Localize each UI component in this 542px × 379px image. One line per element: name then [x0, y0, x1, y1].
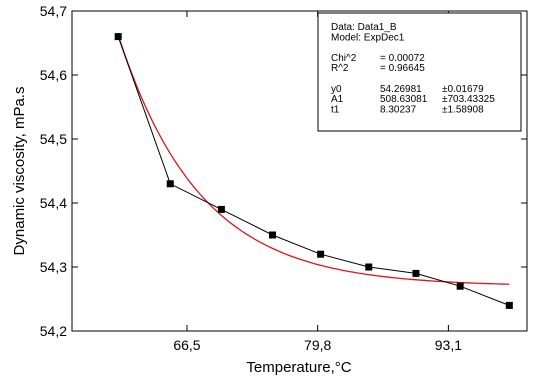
data-point	[365, 263, 373, 271]
annotation-text: 508.63081	[380, 94, 428, 105]
annotation-text: y0	[331, 84, 342, 95]
y-tick-label: 54,3	[40, 259, 67, 275]
axis-ticks: 54,2 54,3 54,4 54,5 54,6 54,7 66,5 79,8 93,1	[40, 3, 527, 353]
annotation-text: = 0.96645	[380, 63, 425, 74]
y-tick-label: 54,4	[40, 195, 67, 211]
x-tick-label: 66,5	[173, 337, 200, 353]
data-point	[456, 282, 464, 290]
data-point	[268, 231, 276, 239]
annotation-text: A1	[331, 94, 344, 105]
data-series-layer	[114, 33, 513, 309]
y-axis-label: Dynamic viscosity, mPa.s	[11, 87, 28, 256]
y-tick-label: 54,6	[40, 67, 67, 83]
y-tick-label: 54,5	[40, 131, 67, 147]
data-point	[317, 250, 325, 258]
x-axis-label: Temperature,°C	[246, 359, 351, 376]
y-tick-label: 54,2	[40, 323, 67, 339]
annotation-text: R^2	[331, 63, 349, 74]
plot-frame	[71, 10, 528, 332]
annotation-text: = 0.00072	[380, 53, 425, 64]
x-tick-label: 93,1	[435, 337, 462, 353]
annotation-text: 54.26981	[380, 84, 422, 95]
annotation-text: ±703.43325	[442, 94, 495, 105]
annotation-text: Chi^2	[331, 53, 357, 64]
annotation-frame	[317, 12, 522, 132]
data-point	[217, 205, 225, 213]
data-point	[505, 301, 513, 309]
data-point	[114, 33, 122, 41]
annotation-text: ±0.01679	[442, 84, 484, 95]
data-point	[412, 269, 420, 277]
annotation-text: ±1.58908	[442, 104, 484, 115]
annotation-text: 8.30237	[380, 104, 417, 115]
y-tick-label: 54,7	[40, 3, 67, 19]
x-tick-label: 79,8	[304, 337, 331, 353]
annotation-text: Model: ExpDec1	[331, 32, 405, 43]
data-point	[166, 180, 174, 188]
annotation-text: t1	[331, 104, 340, 115]
annotation-text: Data: Data1_B	[331, 22, 397, 33]
